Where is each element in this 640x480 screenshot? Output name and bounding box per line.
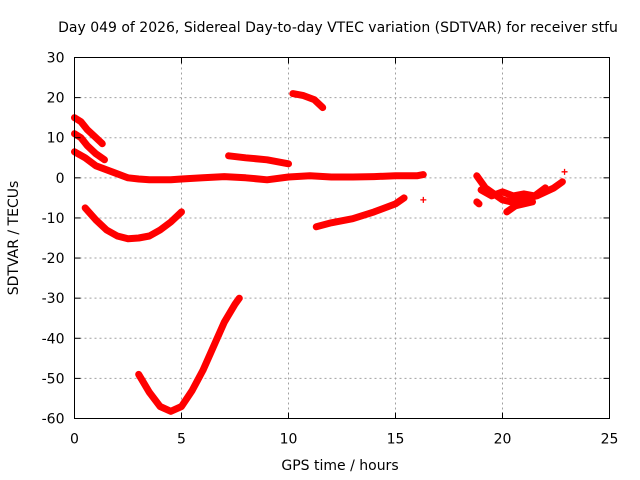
tick-layer: 0 5 10 15 20 25 30 20 10 0 -10 -20 -30 -40 -50 -60 bbox=[42, 51, 619, 448]
series-track-4 bbox=[81, 204, 185, 243]
x-tick-label: 20 bbox=[494, 432, 512, 448]
y-tick-label: -20 bbox=[42, 251, 65, 267]
y-tick-label: -50 bbox=[42, 371, 65, 387]
x-tick-label: 10 bbox=[280, 432, 298, 448]
x-tick-label: 0 bbox=[70, 432, 79, 448]
isolated-point bbox=[420, 196, 427, 203]
y-tick-label: 0 bbox=[56, 171, 65, 187]
series-track-3 bbox=[71, 148, 427, 184]
y-tick-label: 20 bbox=[47, 91, 65, 107]
y-tick-label: -40 bbox=[42, 331, 65, 347]
x-tick-label: 25 bbox=[601, 432, 619, 448]
y-tick-label: -10 bbox=[42, 211, 65, 227]
x-axis-label: GPS time / hours bbox=[281, 458, 398, 474]
series-track-10 bbox=[477, 184, 549, 200]
isolated-point bbox=[561, 168, 568, 175]
y-tick-label: 10 bbox=[47, 131, 65, 147]
series-track-7 bbox=[289, 90, 327, 112]
y-tick-label: -30 bbox=[42, 291, 65, 307]
series-track-8 bbox=[312, 194, 408, 231]
y-axis-label: SDTVAR / TECUs bbox=[6, 181, 22, 296]
chart-title: Day 049 of 2026, Sidereal Day-to-day VTE… bbox=[58, 20, 618, 36]
plot-frame bbox=[74, 57, 610, 419]
series-layer bbox=[71, 90, 568, 415]
series-track-11 bbox=[473, 198, 483, 208]
x-tick-label: 15 bbox=[387, 432, 405, 448]
grid-layer bbox=[74, 57, 610, 419]
series-track-6 bbox=[225, 152, 292, 168]
y-tick-label: 30 bbox=[47, 51, 65, 67]
series-track-5 bbox=[135, 294, 243, 415]
y-tick-label: -60 bbox=[42, 412, 65, 428]
series-track-2 bbox=[71, 130, 108, 164]
series-track-1 bbox=[71, 114, 106, 148]
series-track-12 bbox=[503, 198, 536, 216]
x-tick-label: 5 bbox=[177, 432, 186, 448]
